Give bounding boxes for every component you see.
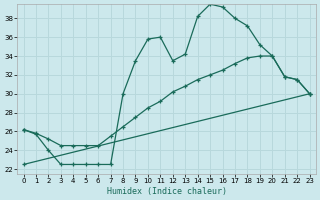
X-axis label: Humidex (Indice chaleur): Humidex (Indice chaleur) [107,187,227,196]
